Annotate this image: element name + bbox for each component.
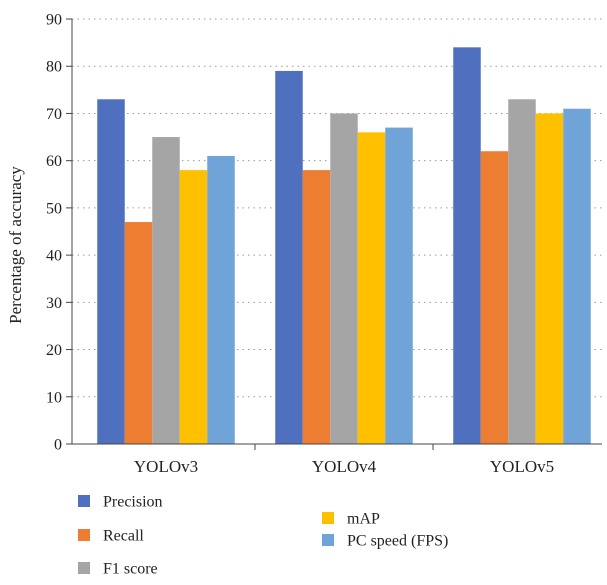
bar-f1-score-yolov5 — [508, 99, 536, 444]
y-tick-label: 60 — [46, 153, 62, 170]
bar-recall-yolov4 — [302, 170, 331, 445]
legend: Precision Recall F1 score mAP PC speed (FPS) — [78, 494, 448, 578]
bar-precision-yolov3 — [97, 99, 125, 444]
legend-swatch — [78, 529, 90, 541]
legend-label: F1 score — [103, 561, 158, 578]
bar-map-yolov4 — [357, 132, 386, 444]
y-tick-label: 70 — [46, 106, 62, 123]
bar-map-yolov5 — [535, 113, 564, 444]
y-tick-label: 0 — [54, 437, 62, 454]
bar-precision-yolov4 — [275, 70, 303, 444]
bars — [97, 47, 591, 445]
bar-pc-speed-fps-yolov4 — [385, 127, 413, 445]
y-tick-label: 30 — [46, 295, 62, 312]
bar-f1-score-yolov4 — [330, 113, 358, 444]
legend-swatch — [78, 495, 90, 507]
legend-label: Precision — [103, 494, 163, 511]
legend-label: mAP — [347, 511, 380, 528]
axes — [66, 18, 602, 450]
y-tick-label: 40 — [46, 248, 62, 265]
legend-swatch — [322, 512, 334, 524]
bar-pc-speed-fps-yolov3 — [207, 155, 235, 444]
y-tick-label: 20 — [46, 342, 62, 359]
legend-label: PC speed (FPS) — [347, 533, 448, 550]
x-category-label: YOLOv3 — [134, 457, 198, 476]
bar-pc-speed-fps-yolov5 — [563, 108, 591, 444]
bar-map-yolov3 — [179, 170, 208, 445]
bar-recall-yolov5 — [480, 151, 509, 444]
tick-labels: 0 10 20 30 40 50 60 70 80 90 YOLOv3 YOLOv4 YOLOv5 — [46, 12, 554, 477]
y-tick-label: 80 — [46, 59, 62, 76]
bar-precision-yolov5 — [453, 47, 481, 444]
x-category-label: YOLOv4 — [312, 457, 377, 476]
bar-f1-score-yolov3 — [152, 137, 180, 444]
x-category-label: YOLOv5 — [490, 457, 554, 476]
bar-recall-yolov3 — [124, 222, 153, 444]
legend-swatch — [78, 562, 90, 574]
y-tick-label: 90 — [46, 12, 62, 29]
legend-label: Recall — [103, 528, 144, 545]
y-axis-title: Percentage of accuracy — [6, 166, 25, 324]
y-tick-label: 50 — [46, 200, 62, 217]
y-tick-label: 10 — [46, 389, 62, 406]
legend-swatch — [322, 534, 334, 546]
